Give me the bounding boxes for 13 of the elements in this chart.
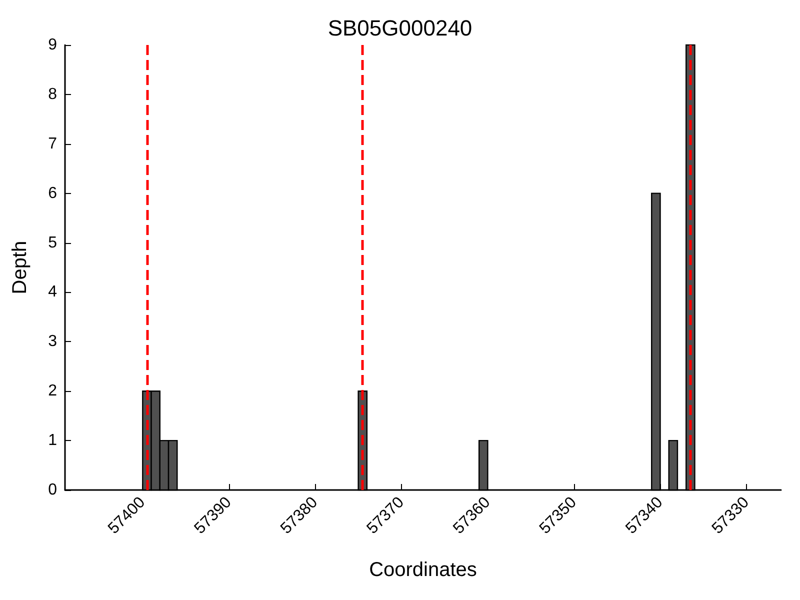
y-tick-label: 5 bbox=[48, 234, 58, 252]
y-tick-label: 6 bbox=[48, 184, 58, 202]
x-axis-title: Coordinates bbox=[369, 559, 477, 581]
chart-title: SB05G000240 bbox=[328, 16, 472, 40]
y-tick-label: 8 bbox=[48, 86, 58, 103]
y-tick-label: 0 bbox=[48, 482, 58, 498]
y-tick-label: 3 bbox=[48, 333, 58, 350]
y-axis-title: Depth bbox=[9, 240, 31, 294]
y-tick-label: 7 bbox=[48, 135, 58, 152]
y-tick-label: 2 bbox=[48, 382, 58, 400]
y-tick-label: 9 bbox=[48, 36, 58, 54]
y-tick-label: 1 bbox=[48, 432, 58, 450]
y-tick-label: 4 bbox=[48, 284, 58, 301]
